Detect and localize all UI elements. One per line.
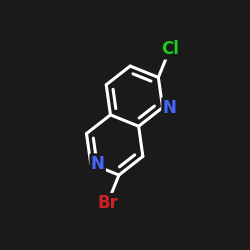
Text: N: N <box>162 98 176 116</box>
Text: Cl: Cl <box>161 40 179 58</box>
Text: N: N <box>91 155 104 173</box>
Text: Br: Br <box>97 194 118 212</box>
